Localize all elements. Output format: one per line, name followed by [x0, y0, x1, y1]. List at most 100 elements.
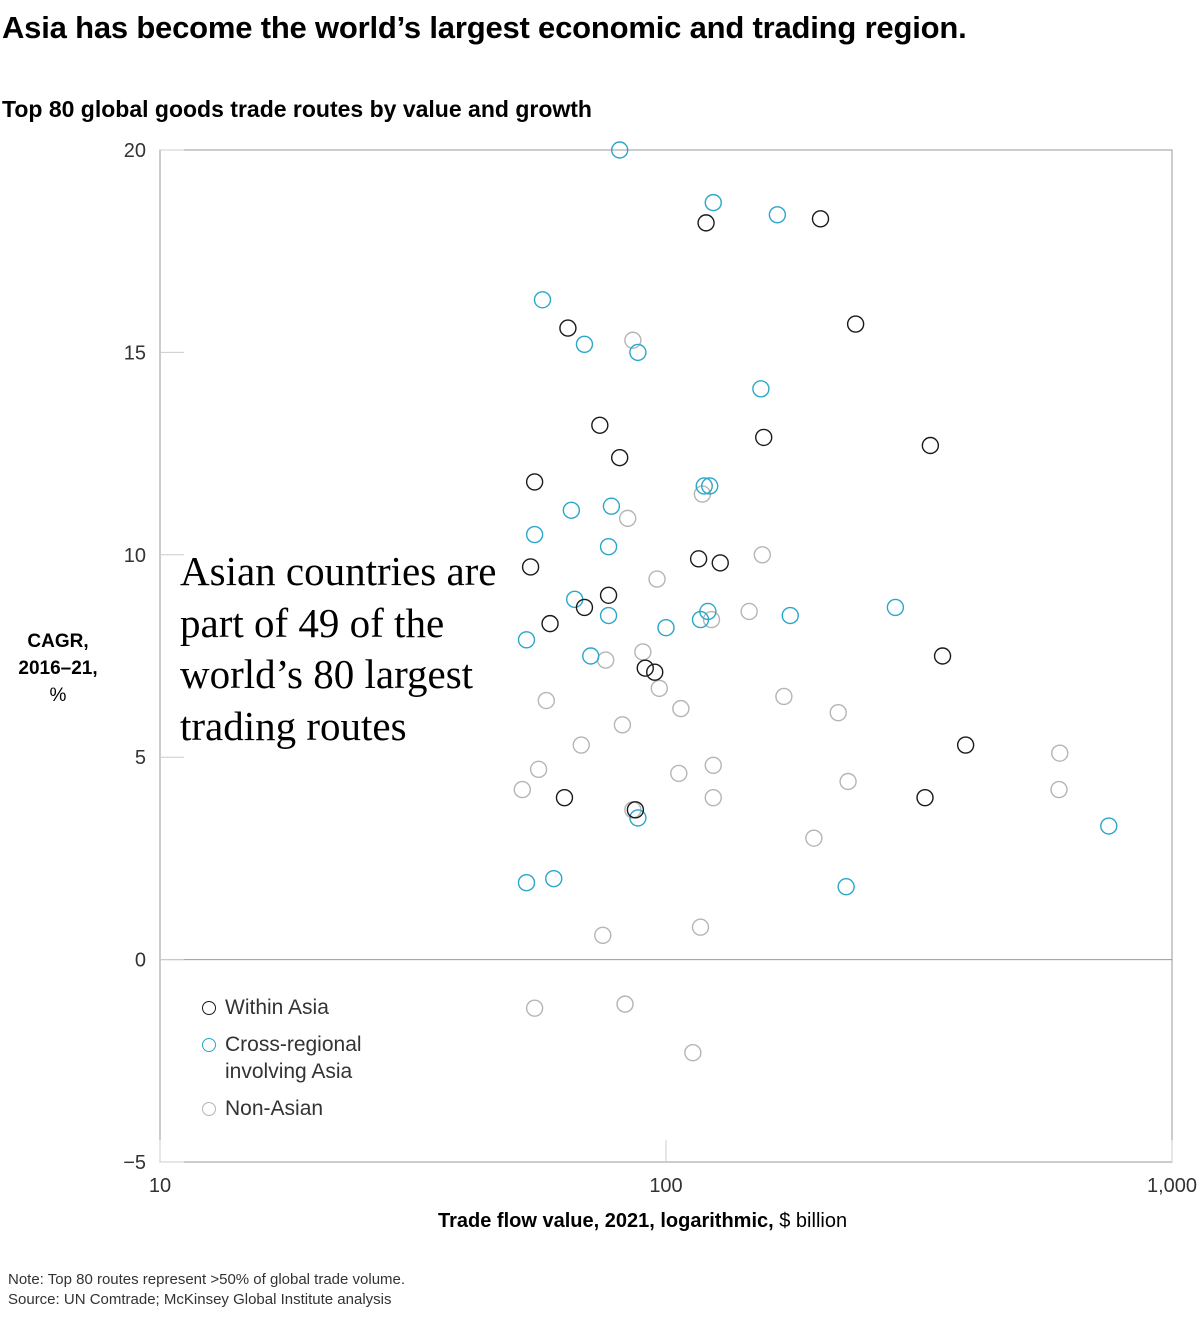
data-point-non-asian	[670, 764, 688, 783]
data-point-cross-regional	[1100, 817, 1118, 835]
data-point-non-asian	[691, 918, 710, 936]
data-point-non-asian	[753, 546, 772, 564]
data-point-within-asia	[599, 586, 618, 604]
chart-title: Asia has become the world’s largest econ…	[2, 10, 967, 45]
data-point-cross-regional	[599, 538, 618, 556]
data-point-within-asia	[626, 801, 645, 819]
legend-marker-cross-regional	[202, 1038, 216, 1052]
data-point-cross-regional	[599, 606, 618, 625]
x-tick-label: 1,000	[1147, 1175, 1197, 1197]
data-point-within-asia	[521, 558, 540, 576]
data-point-non-asian	[839, 772, 857, 791]
data-point-cross-regional	[575, 335, 594, 354]
data-point-cross-regional	[886, 598, 905, 617]
data-point-cross-regional	[610, 141, 629, 159]
legend-marker-within-asia	[202, 1001, 216, 1015]
x-axis-unit: $ billion	[779, 1210, 848, 1232]
data-point-non-asian	[618, 509, 637, 528]
data-point-non-asian	[648, 570, 666, 588]
data-point-non-asian	[702, 610, 721, 629]
y-tick-label: 20	[124, 140, 146, 162]
data-point-non-asian	[537, 691, 555, 710]
data-point-cross-regional	[545, 869, 563, 888]
data-point-within-asia	[559, 319, 577, 337]
legend-label-within-asia: Within Asia	[225, 996, 329, 1019]
legend-item-cross-regional: Cross-regional involving Asia	[202, 1033, 395, 1085]
data-point-cross-regional	[629, 809, 647, 827]
data-point-non-asian	[775, 687, 793, 706]
data-point-within-asia	[689, 550, 708, 568]
x-axis-label-text: Trade flow value, 2021, logarithmic,	[438, 1210, 774, 1232]
data-point-non-asian	[634, 643, 652, 661]
data-point-within-asia	[541, 614, 559, 633]
data-point-non-asian	[704, 788, 722, 807]
data-point-within-asia	[591, 416, 609, 434]
x-tick-label: 100	[649, 1175, 682, 1197]
data-point-non-asian	[513, 780, 531, 799]
chart-legend: Within Asia Cross-regional involving Asi…	[202, 996, 395, 1134]
data-point-cross-regional	[704, 193, 722, 212]
data-point-non-asian	[829, 703, 847, 722]
data-point-cross-regional	[752, 380, 770, 398]
data-point-non-asian	[650, 679, 669, 698]
source-note: Source: UN Comtrade; McKinsey Global Ins…	[8, 1291, 392, 1308]
data-point-cross-regional	[565, 590, 584, 609]
data-point-within-asia	[525, 473, 544, 491]
data-point-within-asia	[697, 214, 715, 232]
y-tick-label: 15	[124, 342, 146, 364]
data-point-within-asia	[575, 598, 594, 617]
legend-item-within-asia: Within Asia	[202, 996, 395, 1021]
data-point-non-asian	[704, 756, 722, 774]
y-tick-label: 5	[135, 747, 146, 769]
data-point-non-asian	[805, 829, 823, 847]
data-point-within-asia	[846, 315, 865, 333]
data-point-cross-regional	[691, 610, 710, 629]
data-point-cross-regional	[781, 606, 799, 625]
data-point-cross-regional	[602, 497, 621, 515]
data-point-cross-regional	[562, 501, 581, 519]
data-point-within-asia	[916, 788, 934, 807]
data-point-cross-regional	[695, 477, 713, 495]
data-point-non-asian	[624, 331, 642, 349]
y-tick-label: 0	[135, 950, 146, 972]
data-point-cross-regional	[517, 873, 536, 892]
data-point-within-asia	[956, 736, 975, 754]
y-axis-label: CAGR, 2016–21, %	[0, 628, 116, 709]
data-point-cross-regional	[657, 618, 675, 637]
data-point-cross-regional	[533, 291, 552, 309]
data-point-non-asian	[616, 995, 634, 1013]
data-point-non-asian	[684, 1044, 702, 1062]
data-point-cross-regional	[525, 525, 544, 544]
data-point-within-asia	[811, 210, 830, 228]
data-point-cross-regional	[837, 878, 855, 896]
data-point-within-asia	[755, 428, 773, 447]
x-tick-label: 10	[149, 1175, 171, 1197]
data-point-cross-regional	[700, 477, 719, 495]
data-point-non-asian	[596, 651, 615, 669]
data-point-within-asia	[636, 659, 654, 677]
data-point-non-asian	[1050, 780, 1068, 799]
data-point-within-asia	[933, 647, 952, 665]
data-point-within-asia	[921, 436, 940, 455]
legend-label-non-asian: Non-Asian	[225, 1097, 324, 1120]
legend-label-cross-regional: Cross-regional involving Asia	[225, 1033, 362, 1083]
y-axis-unit: %	[49, 685, 67, 706]
data-point-non-asian	[594, 926, 612, 945]
data-point-non-asian	[572, 736, 590, 754]
chart-footer: Note: Top 80 routes represent >50% of gl…	[8, 1270, 405, 1310]
y-axis-label-text: CAGR, 2016–21,	[18, 631, 98, 679]
data-point-cross-regional	[629, 343, 647, 362]
legend-item-non-asian: Non-Asian	[202, 1097, 395, 1122]
footnote: Note: Top 80 routes represent >50% of gl…	[8, 1271, 406, 1288]
data-point-non-asian	[613, 716, 632, 734]
data-point-non-asian	[672, 699, 690, 718]
data-point-cross-regional	[517, 631, 536, 649]
data-point-non-asian	[525, 999, 544, 1017]
legend-marker-non-asian	[202, 1102, 216, 1116]
y-tick-label: 10	[124, 545, 146, 567]
data-point-within-asia	[646, 663, 664, 681]
data-point-non-asian	[529, 760, 548, 779]
data-point-cross-regional	[582, 647, 600, 665]
data-point-cross-regional	[768, 206, 787, 224]
data-point-within-asia	[610, 448, 629, 467]
